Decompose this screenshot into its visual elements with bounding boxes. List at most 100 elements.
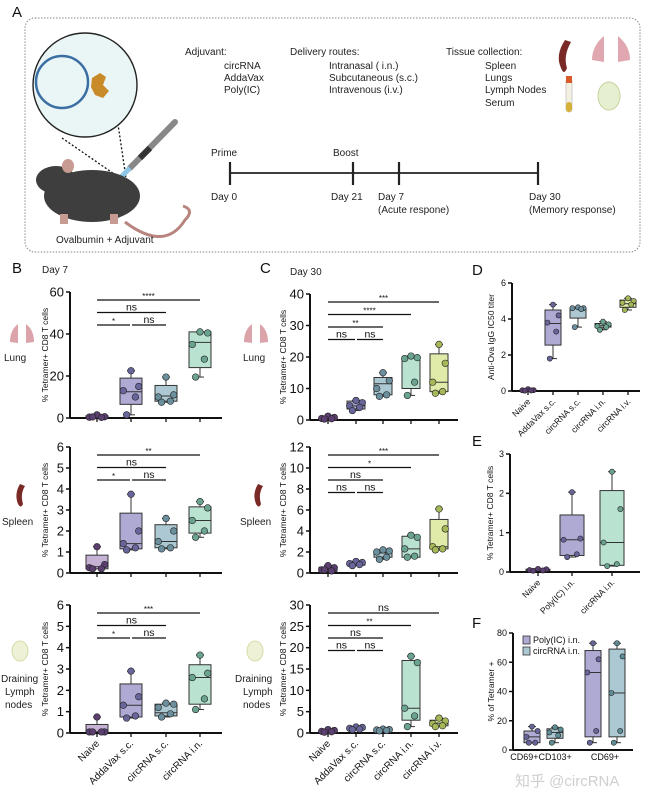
significance-label: ns: [350, 469, 361, 481]
significance-label: ns: [143, 314, 154, 326]
route-item: Subcutaneous (s.c.): [329, 73, 418, 84]
data-point: [131, 712, 139, 720]
y-axis-title: % Tetramer+ CD8 T cells: [278, 310, 288, 404]
data-point: [348, 406, 357, 415]
y-tick-label: 0: [57, 566, 64, 581]
data-point: [383, 391, 391, 399]
day7-label: Day 7: [42, 265, 69, 276]
data-point: [131, 544, 139, 552]
significance-label: ns: [336, 482, 347, 494]
data-point: [578, 306, 585, 312]
significance-label: ns: [126, 457, 137, 469]
tissue-item: Serum: [485, 98, 514, 109]
data-point: [403, 722, 412, 731]
panel-letter-b: B: [12, 260, 22, 277]
data-point: [401, 545, 409, 553]
legend-label: Poly(IC) i.n.: [533, 635, 580, 645]
mouse-illustration: [36, 159, 191, 238]
data-point: [439, 722, 447, 730]
significance-label: ns: [336, 329, 347, 341]
y-tick-label: 6: [297, 503, 304, 518]
y-tick-label: 2: [57, 683, 64, 698]
data-point: [441, 525, 449, 533]
data-point: [613, 561, 620, 568]
data-point: [431, 546, 440, 554]
box-3: [608, 640, 626, 746]
y-tick-label: 20: [497, 716, 507, 726]
box-2: [154, 699, 178, 721]
significance-label: ns: [364, 640, 375, 652]
y-tick-label: 1: [499, 528, 504, 538]
data-point: [379, 546, 387, 554]
box-1: [119, 667, 143, 722]
y-tick-label: 5: [57, 619, 64, 634]
data-point: [534, 728, 541, 734]
spleen-icon: [16, 484, 25, 507]
box-2: [373, 369, 393, 400]
y-tick-label: 10: [290, 461, 304, 476]
significance-label: **: [145, 447, 151, 456]
data-point: [200, 695, 208, 703]
y-tick-label: 0: [499, 567, 504, 577]
data-point: [200, 527, 208, 535]
data-point: [196, 328, 204, 336]
data-point: [373, 548, 381, 556]
box-3: [594, 318, 612, 333]
data-point: [119, 387, 127, 395]
data-point: [546, 355, 553, 362]
box-3: [188, 651, 212, 714]
data-point: [375, 555, 384, 563]
data-point: [162, 373, 170, 381]
box-2: [154, 373, 178, 406]
box-1: [119, 490, 143, 554]
data-point: [356, 560, 364, 569]
y-tick-label: 20: [290, 640, 304, 655]
y-tick-label: 8: [297, 482, 304, 497]
timeline-memory: (Memory response): [529, 205, 616, 216]
panel-a-frame: [24, 17, 641, 253]
data-point: [97, 413, 105, 421]
box-2: [154, 514, 178, 553]
box-iqr: [188, 331, 212, 369]
syringe-icon: [116, 119, 178, 182]
significance-label: ns: [126, 615, 137, 627]
data-point: [555, 732, 562, 739]
data-point: [584, 669, 591, 676]
y-tick-label: 0: [502, 745, 507, 755]
box-iqr: [119, 683, 143, 718]
data-point: [403, 553, 412, 561]
data-point: [413, 354, 421, 362]
data-point: [625, 295, 631, 302]
data-point: [401, 354, 409, 363]
data-point: [553, 328, 560, 335]
data-point: [320, 728, 329, 736]
significance-label: ns: [364, 329, 375, 341]
significance-label: ***: [144, 605, 153, 614]
data-point: [204, 329, 212, 337]
tissue-title: Tissue collection:: [446, 47, 522, 58]
data-point: [154, 703, 162, 712]
y-tick-label: 3: [499, 449, 504, 459]
data-point: [546, 729, 553, 736]
tissue-item: Lungs: [485, 73, 512, 84]
timeline-day0: Day 0: [211, 192, 238, 203]
y-tick-label: 30: [290, 598, 304, 613]
significance-label: ***: [379, 447, 388, 456]
significance-label: ns: [336, 640, 347, 652]
watermark: 知乎 @circRNA: [515, 773, 619, 790]
adjuvant-item: AddaVax: [224, 73, 264, 84]
data-point: [204, 504, 212, 512]
data-point: [521, 387, 528, 394]
y-tick-label: 5: [297, 704, 304, 719]
box-iqr: [559, 514, 585, 556]
significance-label: ns: [126, 302, 137, 314]
data-point: [162, 514, 170, 523]
box-0: [318, 412, 338, 423]
data-point: [596, 326, 603, 333]
data-point: [435, 714, 443, 722]
data-point: [192, 373, 200, 381]
data-point: [158, 713, 166, 721]
data-point: [348, 562, 357, 570]
